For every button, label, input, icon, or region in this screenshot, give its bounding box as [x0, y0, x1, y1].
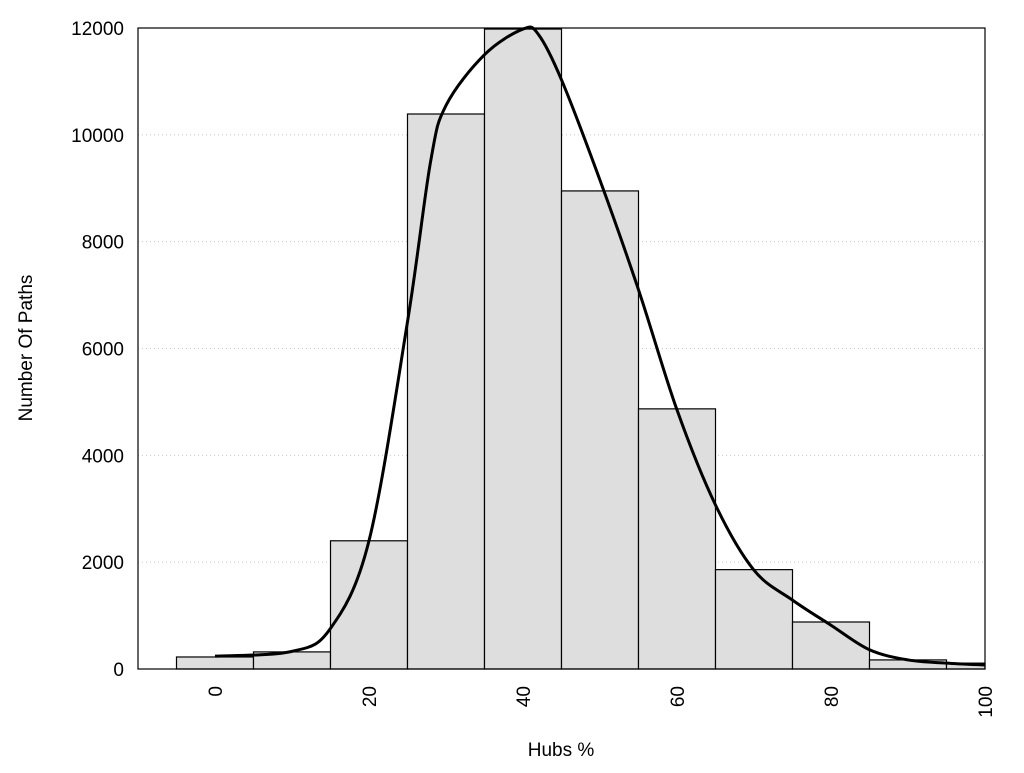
x-tick-label: 40	[514, 686, 535, 707]
y-tick-label: 12000	[71, 19, 124, 40]
x-tick-label: 0	[206, 686, 227, 697]
y-axis-label: Number Of Paths	[16, 275, 37, 422]
histogram-bar	[791, 621, 871, 670]
y-tick-label: 6000	[82, 340, 124, 361]
x-tick-label: 100	[976, 686, 997, 718]
y-tick-label: 0	[113, 660, 124, 681]
bars	[175, 28, 986, 670]
histogram-bar	[175, 656, 255, 670]
y-axis-ticks: 0 2000 4000 6000 8000 10000 12000	[71, 19, 124, 681]
histogram-bar	[560, 190, 640, 670]
histogram-bar	[637, 408, 717, 670]
histogram-bar	[483, 28, 563, 670]
histogram-bar	[329, 540, 409, 670]
x-tick-label: 60	[668, 686, 689, 707]
x-tick-label: 80	[822, 686, 843, 707]
plot-frame	[137, 27, 986, 670]
histogram-bar	[406, 113, 486, 670]
x-axis-label: Hubs %	[528, 740, 595, 761]
y-tick-label: 2000	[82, 553, 124, 574]
y-tick-label: 8000	[82, 233, 124, 254]
y-tick-label: 4000	[82, 446, 124, 467]
histogram-bar	[714, 569, 794, 670]
density-curve	[214, 25, 986, 667]
x-axis-ticks: 0 20 40 60 80 100	[206, 686, 997, 718]
y-tick-label: 10000	[71, 126, 124, 147]
x-tick-label: 20	[360, 686, 381, 707]
